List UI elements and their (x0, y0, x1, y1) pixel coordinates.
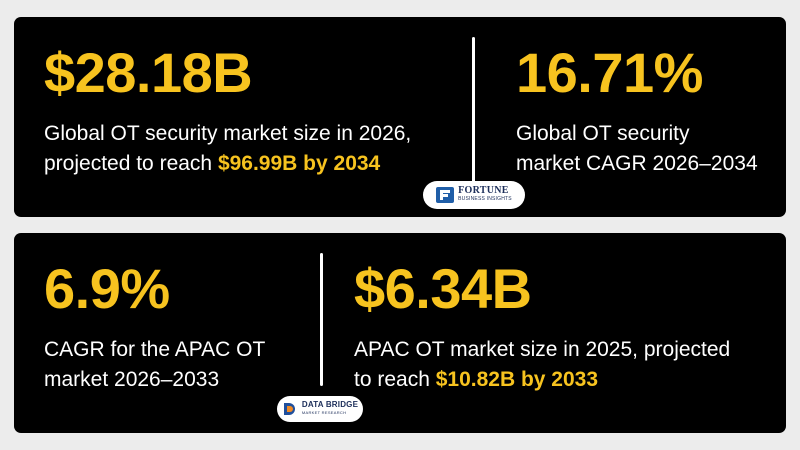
vertical-divider (320, 253, 323, 386)
data-bridge-source-badge[interactable]: DATA BRIDGE MARKET RESEARCH (277, 396, 363, 422)
stat-description: Global OT security market size in 2026, … (44, 119, 411, 179)
apac-stats-panel: 6.9% CAGR for the APAC OT market 2026–20… (14, 233, 786, 433)
fortune-logo-icon (436, 187, 455, 203)
apac-cagr-stat: 6.9% CAGR for the APAC OT market 2026–20… (44, 259, 265, 395)
data-bridge-logo-icon (283, 403, 295, 415)
stat-highlight: $96.99B by 2034 (217, 152, 381, 175)
stat-description-line: CAGR for the APAC OT (44, 338, 266, 361)
stat-value: $6.34B (354, 257, 532, 320)
source-name: FORTUNE (458, 185, 509, 196)
stat-value: 16.71% (516, 41, 703, 104)
stat-description-line: market CAGR 2026–2034 (516, 152, 758, 175)
stat-description-line: to reach $10.82B by 2033 (354, 365, 730, 395)
stat-description-text: to reach (354, 368, 436, 391)
stat-description: Global OT security market CAGR 2026–2034 (516, 119, 758, 179)
stat-description: APAC OT market size in 2025, projected t… (354, 335, 730, 395)
stat-value: 6.9% (44, 257, 170, 320)
fortune-source-badge[interactable]: FORTUNE BUSINESS INSIGHTS (423, 181, 525, 209)
source-name: DATA BRIDGE (301, 400, 359, 409)
stat-highlight: $10.82B by 2033 (435, 368, 599, 391)
global-market-size-stat: $28.18B Global OT security market size i… (44, 43, 411, 179)
global-cagr-stat: 16.71% Global OT security market CAGR 20… (516, 43, 758, 179)
stat-description-line: market 2026–2033 (44, 368, 220, 391)
global-stats-panel: $28.18B Global OT security market size i… (14, 17, 786, 217)
stat-description: CAGR for the APAC OT market 2026–2033 (44, 335, 265, 395)
stat-value: $28.18B (44, 41, 253, 104)
stat-description-line: APAC OT market size in 2025, projected (354, 338, 731, 361)
stat-description-line: projected to reach $96.99B by 2034 (44, 149, 411, 179)
apac-market-size-stat: $6.34B APAC OT market size in 2025, proj… (354, 259, 730, 395)
vertical-divider (472, 37, 475, 185)
stat-description-line: Global OT security market size in 2026, (44, 122, 412, 145)
stat-description-text: projected to reach (44, 152, 218, 175)
stat-description-line: Global OT security (516, 122, 690, 145)
source-subtitle: MARKET RESEARCH (301, 410, 347, 415)
source-subtitle: BUSINESS INSIGHTS (458, 196, 512, 202)
